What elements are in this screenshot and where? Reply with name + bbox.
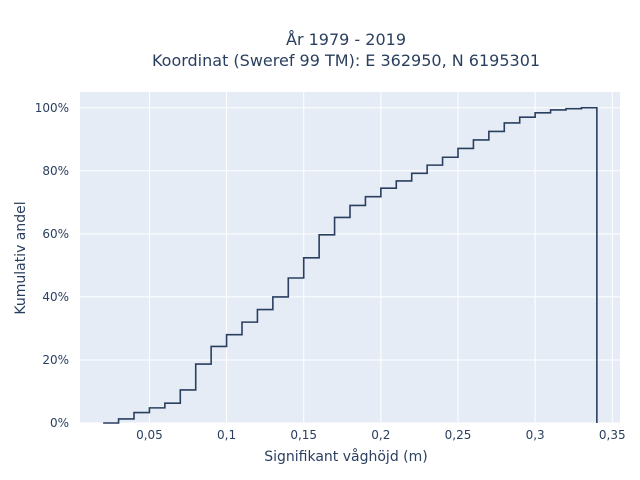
y-tick-label: 0% [50, 416, 69, 430]
x-tick-label: 0,15 [290, 428, 317, 442]
grid-lines [80, 92, 620, 424]
x-axis-label: Signifikant våghöjd (m) [264, 448, 427, 465]
x-tick-label: 0,35 [599, 428, 626, 442]
y-tick-label: 100% [35, 101, 69, 115]
y-tick-label: 80% [42, 164, 69, 178]
x-tick-label: 0,1 [217, 428, 236, 442]
x-tick-label: 0,3 [526, 428, 545, 442]
chart-title-line2: Koordinat (Sweref 99 TM): E 362950, N 61… [152, 51, 540, 70]
x-axis-ticks: 0,05 0,1 0,15 0,2 0,25 0,3 0,35 [136, 428, 626, 442]
cdf-step-line [103, 106, 598, 424]
y-tick-label: 40% [42, 290, 69, 304]
y-tick-label: 20% [42, 353, 69, 367]
y-axis-label: Kumulativ andel [13, 201, 29, 314]
x-tick-label: 0,2 [371, 428, 390, 442]
y-tick-label: 60% [42, 227, 69, 241]
plot-area [80, 92, 620, 423]
y-axis-ticks: 0% 20% 40% 60% 80% 100% [35, 101, 69, 430]
x-tick-label: 0,25 [445, 428, 472, 442]
x-tick-label: 0,05 [136, 428, 163, 442]
chart-title-line1: År 1979 - 2019 [286, 30, 406, 49]
